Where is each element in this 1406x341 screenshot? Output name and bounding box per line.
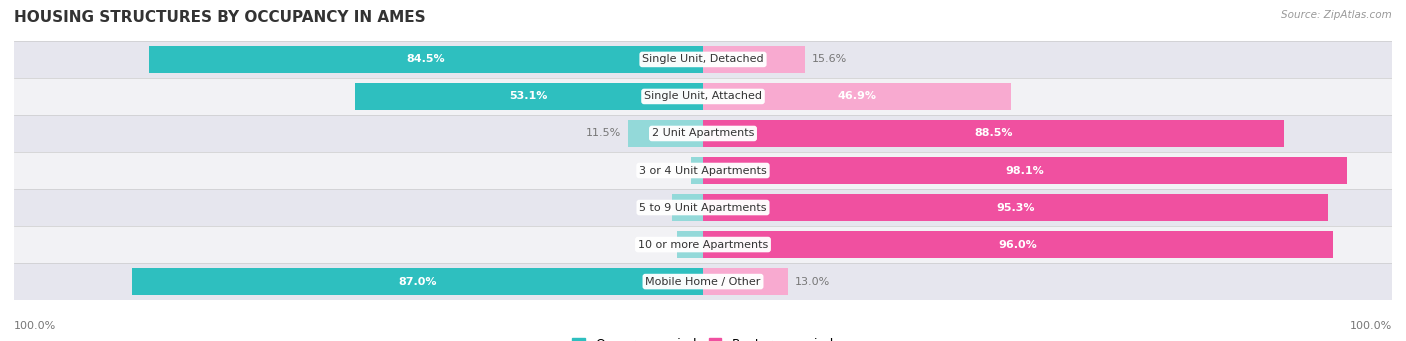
Text: 4.7%: 4.7% bbox=[637, 203, 665, 212]
Bar bbox=[703, 83, 1011, 110]
Text: 100.0%: 100.0% bbox=[14, 321, 56, 331]
Text: 95.3%: 95.3% bbox=[997, 203, 1035, 212]
Text: 100.0%: 100.0% bbox=[1350, 321, 1392, 331]
Text: 15.6%: 15.6% bbox=[811, 55, 848, 64]
Legend: Owner-occupied, Renter-occupied: Owner-occupied, Renter-occupied bbox=[572, 338, 834, 341]
Text: 53.1%: 53.1% bbox=[509, 91, 548, 102]
Bar bbox=[672, 194, 703, 221]
Bar bbox=[703, 268, 789, 295]
Bar bbox=[703, 157, 1347, 184]
Text: 1.9%: 1.9% bbox=[655, 165, 683, 176]
Text: 87.0%: 87.0% bbox=[398, 277, 437, 286]
Bar bbox=[14, 263, 1392, 300]
Text: 98.1%: 98.1% bbox=[1005, 165, 1045, 176]
Bar bbox=[354, 83, 703, 110]
Text: 84.5%: 84.5% bbox=[406, 55, 446, 64]
Bar bbox=[703, 231, 1333, 258]
Bar bbox=[132, 268, 703, 295]
Text: Mobile Home / Other: Mobile Home / Other bbox=[645, 277, 761, 286]
Bar bbox=[14, 115, 1392, 152]
Text: 46.9%: 46.9% bbox=[838, 91, 876, 102]
Bar bbox=[14, 78, 1392, 115]
Bar bbox=[676, 231, 703, 258]
Text: HOUSING STRUCTURES BY OCCUPANCY IN AMES: HOUSING STRUCTURES BY OCCUPANCY IN AMES bbox=[14, 10, 426, 25]
Bar bbox=[703, 120, 1284, 147]
Text: 13.0%: 13.0% bbox=[794, 277, 830, 286]
Bar bbox=[690, 157, 703, 184]
Text: Single Unit, Attached: Single Unit, Attached bbox=[644, 91, 762, 102]
Text: 2 Unit Apartments: 2 Unit Apartments bbox=[652, 129, 754, 138]
Text: 4.0%: 4.0% bbox=[641, 239, 671, 250]
Bar bbox=[14, 152, 1392, 189]
Text: Single Unit, Detached: Single Unit, Detached bbox=[643, 55, 763, 64]
Text: Source: ZipAtlas.com: Source: ZipAtlas.com bbox=[1281, 10, 1392, 20]
Bar bbox=[14, 189, 1392, 226]
Bar bbox=[703, 194, 1329, 221]
Text: 11.5%: 11.5% bbox=[586, 129, 621, 138]
Bar bbox=[14, 226, 1392, 263]
Text: 88.5%: 88.5% bbox=[974, 129, 1012, 138]
Text: 10 or more Apartments: 10 or more Apartments bbox=[638, 239, 768, 250]
Bar bbox=[14, 41, 1392, 78]
Bar bbox=[627, 120, 703, 147]
Text: 3 or 4 Unit Apartments: 3 or 4 Unit Apartments bbox=[640, 165, 766, 176]
Bar bbox=[703, 46, 806, 73]
Text: 96.0%: 96.0% bbox=[998, 239, 1038, 250]
Text: 5 to 9 Unit Apartments: 5 to 9 Unit Apartments bbox=[640, 203, 766, 212]
Bar bbox=[149, 46, 703, 73]
